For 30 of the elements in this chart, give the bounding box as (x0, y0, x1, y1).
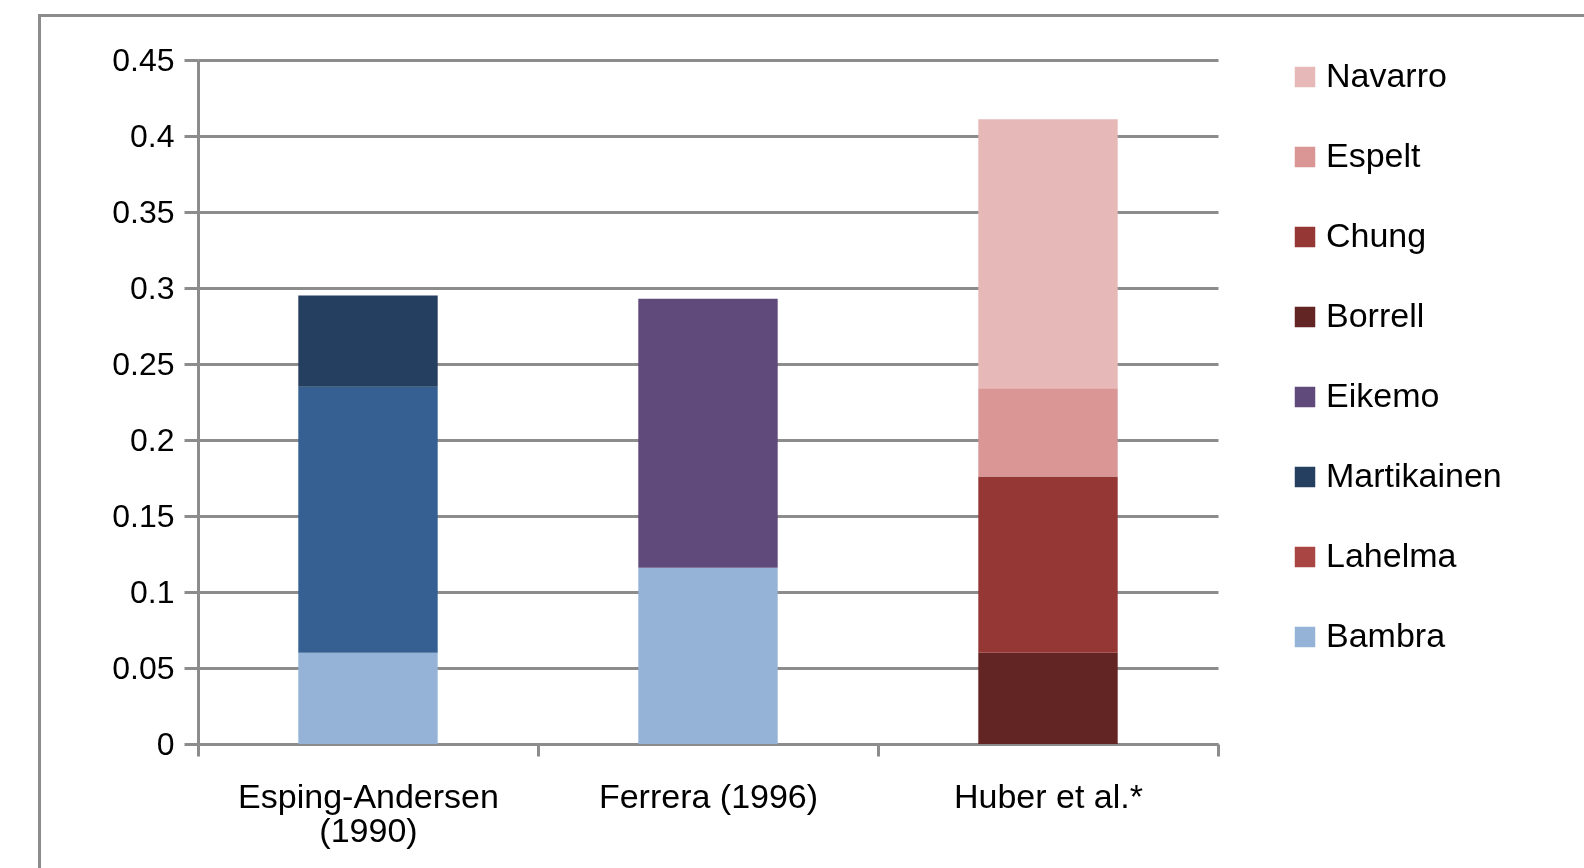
legend-label: Lahelma (1326, 536, 1457, 574)
y-tick-label: 0.4 (130, 117, 175, 154)
bar (978, 652, 1118, 744)
y-tick-label: 0.25 (112, 345, 175, 382)
bar (638, 298, 778, 568)
y-tick-label: 0.45 (112, 41, 175, 78)
legend-label: Chung (1326, 216, 1427, 254)
x-tick-label: Esping-Andersen (1990) (238, 776, 499, 849)
y-tick-label: 0.1 (130, 573, 175, 610)
x-tick-label: Ferrera (1996) (598, 776, 819, 815)
legend-label: Bambra (1326, 616, 1446, 654)
y-tick-label: 0.35 (112, 193, 175, 230)
bar (298, 295, 438, 387)
legend-label: Navarro (1326, 56, 1447, 94)
y-tick-label: 0 (156, 725, 175, 762)
bar (638, 567, 778, 744)
bar (298, 652, 438, 744)
y-tick-label: 0.2 (130, 421, 175, 458)
x-tick-label: Huber et al.* (954, 776, 1143, 815)
y-tick-label: 0.15 (112, 497, 175, 534)
bar (978, 119, 1118, 389)
legend-label: Martikainen (1326, 456, 1502, 494)
legend-label: Borrell (1326, 296, 1425, 334)
y-tick-label: 0.3 (130, 269, 175, 306)
bar (978, 476, 1118, 653)
bar (978, 388, 1118, 477)
legend-label: Eikemo (1326, 376, 1440, 414)
y-tick-label: 0.05 (112, 649, 175, 686)
legend-label: Espelt (1326, 136, 1422, 174)
bar (298, 386, 438, 653)
